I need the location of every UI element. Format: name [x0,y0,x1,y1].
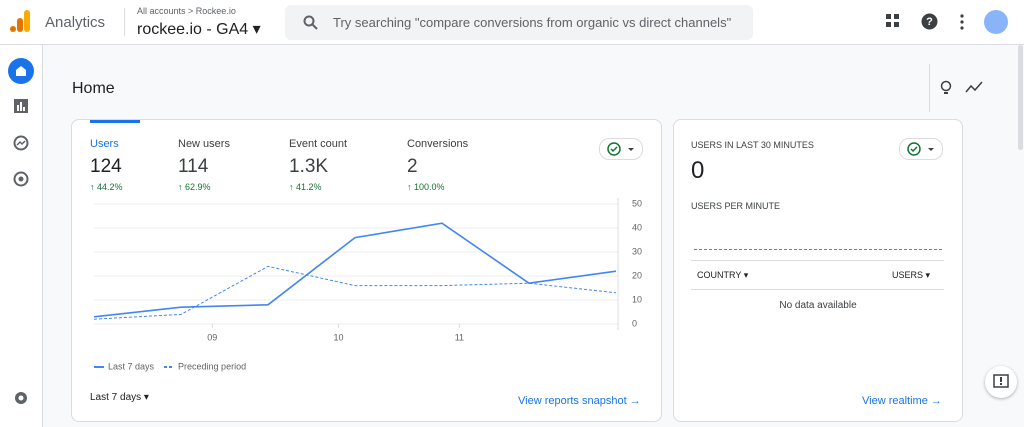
column-label[interactable]: COUNTRY [697,270,742,280]
menu-icon[interactable] [960,14,964,30]
apps-icon[interactable] [886,14,900,28]
table-header: COUNTRY ▾ USERS ▾ [691,260,944,290]
chart: 0 10 20 30 40 50 09 10 11 Last 7 days Preceding pe… [93,198,642,371]
legend-label: Last 7 days [108,361,155,371]
per-minute-baseline [694,249,942,250]
divider [929,64,930,112]
reports-nav[interactable] [14,99,28,113]
link-text[interactable]: View realtime [862,395,928,407]
realtime-value: 0 [691,157,705,184]
avatar[interactable] [984,10,1008,34]
empty-message: No data available [779,300,857,311]
metric-label[interactable]: Event count [289,138,348,150]
scrollbar[interactable] [1018,45,1023,150]
metric-value: 124 [90,156,122,177]
link-text[interactable]: View reports snapshot [518,395,627,407]
metric-change: ↑ 62.9% [178,182,211,192]
date-range-selector[interactable]: Last 7 days ▾ [90,392,149,403]
status-chip[interactable] [599,138,643,160]
metric-change: ↑ 100.0% [407,182,445,192]
metric-change: ↑ 41.2% [289,182,322,192]
date-range[interactable]: Last 7 days [90,392,142,403]
realtime-title: USERS IN LAST 30 MINUTES [691,140,814,150]
change-value: 44.2% [97,182,123,192]
overview-card: Users 124 ↑ 44.2% New users 114 ↑ 62.9% Event … [71,119,662,422]
view-snapshot-link[interactable]: View reports snapshot → [518,395,641,407]
metric-label[interactable]: Conversions [407,138,469,150]
series-line [93,222,617,318]
change-value: 62.9% [185,182,211,192]
property-name[interactable]: rockee.io - GA4 [137,21,249,38]
explore-nav[interactable] [13,135,29,151]
settings-nav[interactable] [13,390,29,406]
column-label[interactable]: USERS [891,270,923,280]
y-tick-label: 0 [632,318,637,328]
search-box[interactable]: Try searching "compare conversions from … [285,5,753,40]
active-tab-indicator [90,120,140,123]
breadcrumb-item[interactable]: All accounts [137,6,186,16]
y-tick-label: 10 [632,294,642,304]
header: Analytics All accounts > Rockee.io rocke… [0,0,1024,45]
breadcrumb[interactable]: All accounts > Rockee.io [137,6,236,16]
advertising-nav[interactable] [13,171,29,187]
feedback-button[interactable] [985,366,1017,398]
change-value: 41.2% [296,182,322,192]
realtime-subtitle: USERS PER MINUTE [691,201,781,211]
column-header[interactable]: USERS ▾ [891,270,930,280]
insights-icon[interactable] [940,80,952,96]
metric-label[interactable]: Users [90,138,119,150]
series-line [93,265,617,320]
logo [10,10,30,32]
metric-value: 2 [407,156,418,177]
metric-value: 114 [178,156,209,177]
product-name: Analytics [45,14,106,31]
y-tick-label: 30 [632,246,642,256]
breadcrumb-item[interactable]: Rockee.io [195,6,236,16]
realtime-card: USERS IN LAST 30 MINUTES 0 USERS PER MIN… [673,119,963,422]
sidebar [0,45,43,427]
y-tick-label: 40 [632,222,642,232]
divider [124,8,125,36]
change-value: 100.0% [414,182,445,192]
search-icon [303,15,318,30]
y-tick-label: 50 [632,198,642,208]
home-nav[interactable] [8,58,34,84]
metric-value: 1.3K [289,156,329,177]
svg-text:?: ? [926,16,933,28]
x-tick-label: 11 [455,332,464,342]
page-title: Home [72,80,115,97]
property-selector[interactable]: rockee.io - GA4 ▾ [137,21,261,38]
x-tick-label: 09 [207,332,217,342]
view-realtime-link[interactable]: View realtime → [862,395,942,407]
search-placeholder: Try searching "compare conversions from … [333,15,732,30]
trend-icon[interactable] [965,80,983,94]
y-tick-label: 20 [632,270,642,280]
x-tick-label: 10 [333,332,343,342]
legend-label: Preceding period [178,361,246,371]
metric-change: ↑ 44.2% [90,182,123,192]
help-icon[interactable]: ? [921,13,938,30]
metric-label[interactable]: New users [178,138,230,150]
column-header[interactable]: COUNTRY ▾ [697,270,749,280]
status-chip[interactable] [899,138,943,160]
